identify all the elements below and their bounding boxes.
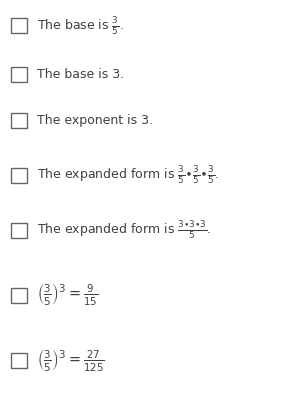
- FancyBboxPatch shape: [11, 168, 27, 183]
- FancyBboxPatch shape: [11, 353, 27, 368]
- FancyBboxPatch shape: [11, 223, 27, 238]
- Text: The exponent is 3.: The exponent is 3.: [37, 114, 153, 126]
- Text: The base is $\frac{3}{5}$.: The base is $\frac{3}{5}$.: [37, 15, 123, 37]
- FancyBboxPatch shape: [11, 67, 27, 82]
- Text: $\left(\frac{3}{5}\right)^{3}=\frac{9}{15}$: $\left(\frac{3}{5}\right)^{3}=\frac{9}{1…: [37, 282, 98, 309]
- FancyBboxPatch shape: [11, 113, 27, 128]
- Text: The expanded form is $\frac{3}{5}{\bullet}\frac{3}{5}{\bullet}\frac{3}{5}$.: The expanded form is $\frac{3}{5}{\bulle…: [37, 164, 219, 186]
- FancyBboxPatch shape: [11, 288, 27, 303]
- Text: The base is 3.: The base is 3.: [37, 69, 124, 81]
- Text: $\left(\frac{3}{5}\right)^{3}=\frac{27}{125}$: $\left(\frac{3}{5}\right)^{3}=\frac{27}{…: [37, 348, 104, 374]
- FancyBboxPatch shape: [11, 18, 27, 33]
- Text: The expanded form is $\frac{3{\bullet}3{\bullet}3}{5}$.: The expanded form is $\frac{3{\bullet}3{…: [37, 219, 211, 242]
